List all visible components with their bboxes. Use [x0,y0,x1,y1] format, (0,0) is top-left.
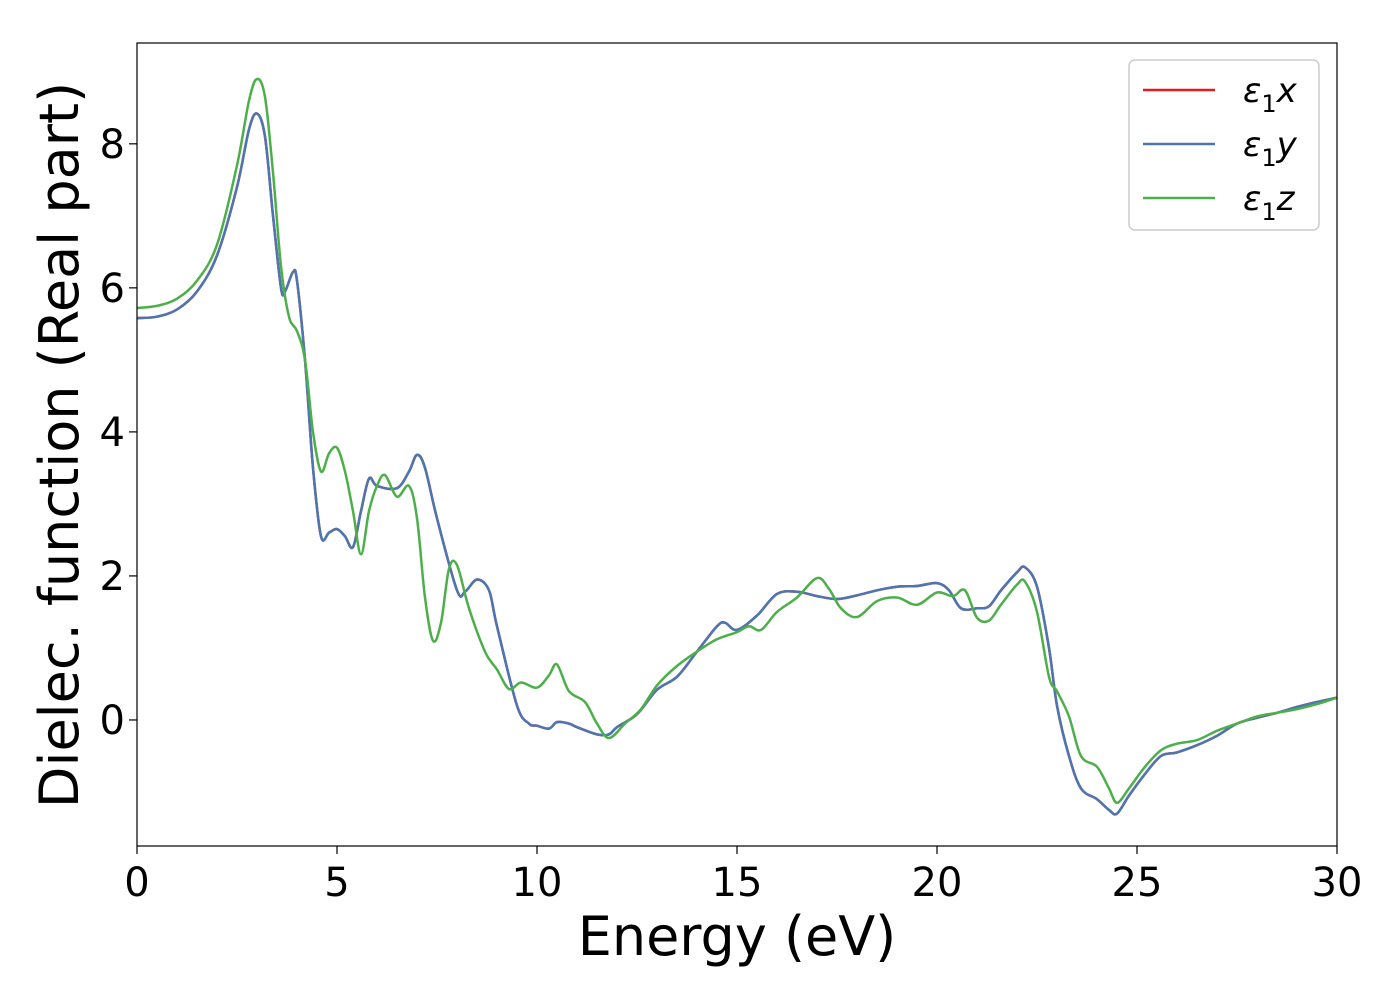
legend-box [1128,59,1320,231]
y-tick-label: 6 [100,266,125,312]
y-axis-label: Dielec. function (Real part) [28,82,91,808]
y-tick-label: 4 [100,410,125,456]
legend-label: ε1y [1243,125,1298,172]
legend: ε1x ε1y ε1z [1128,59,1320,231]
x-tick-label: 5 [324,860,349,906]
x-tick-label: 20 [912,860,963,906]
x-tick-label: 30 [1312,860,1363,906]
x-tick-label: 15 [712,860,763,906]
legend-label: ε1z [1243,179,1296,226]
series-line-z [136,77,1338,805]
y-tick-label: 0 [100,698,125,744]
x-tick-label: 25 [1112,860,1163,906]
x-tick-label: 10 [512,860,563,906]
x-axis-label: Energy (eV) [578,905,897,968]
x-axis: 0 5 10 15 20 25 30 [124,846,1362,906]
x-tick-label: 0 [124,860,149,906]
legend-label: ε1x [1243,71,1298,118]
y-axis: 0 2 4 6 8 [100,122,137,744]
series-layer [136,77,1338,816]
y-tick-label: 8 [100,122,125,168]
y-tick-label: 2 [100,554,125,600]
